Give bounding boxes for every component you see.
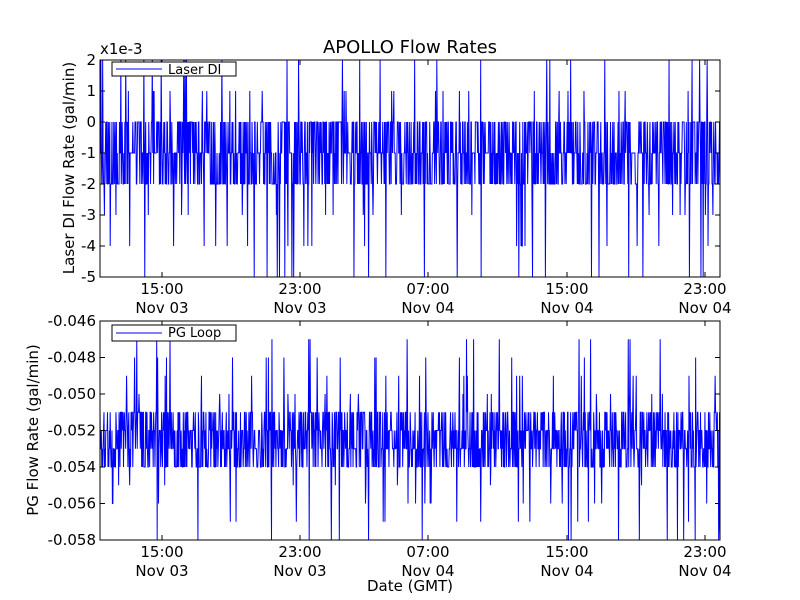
x-tick-date-label: Nov 04 [401,299,454,317]
y-tick-label: 0 [86,113,96,131]
x-tick-time-label: 23:00 [278,543,321,561]
y-tick-label: -0.056 [48,495,96,513]
x-tick-date-label: Nov 03 [273,562,326,580]
y-tick-label: -5 [81,268,96,286]
x-axis-label: Date (GMT) [367,577,453,595]
x-tick-date-label: Nov 04 [678,562,731,580]
y-tick-label: -0.054 [48,458,96,476]
x-tick-date-label: Nov 03 [135,562,188,580]
x-tick-time-label: 23:00 [278,280,321,298]
y-tick-label: -2 [81,175,96,193]
y-tick-label: 2 [86,51,96,69]
legend-box [111,61,237,77]
x-tick-time-label: 15:00 [545,543,588,561]
laser-di-series [99,59,721,278]
x-tick-time-label: 07:00 [406,543,449,561]
y-tick-label: -0.046 [48,312,96,330]
pg-loop-series [99,339,721,541]
x-tick-date-label: Nov 04 [401,562,454,580]
laser-di-line [99,59,721,278]
y-tick-label: 1 [86,82,96,100]
pg-loop-panel: -0.046 -0.048 -0.050 -0.052 -0.054 -0.056 -0.0… [24,312,732,595]
laser-di-y-axis-label: Laser DI Flow Rate (gal/min) [60,62,78,274]
pg-loop-y-ticks: -0.046 -0.048 -0.050 -0.052 -0.054 -0.056 -0.0… [48,312,720,549]
y-tick-label: -0.050 [48,385,96,403]
y-tick-label: -0.052 [48,422,96,440]
x-tick-time-label: 23:00 [683,280,726,298]
x-tick-date-label: Nov 04 [540,299,593,317]
x-tick-time-label: 15:00 [140,543,183,561]
legend-box [111,324,237,342]
y-tick-label: -0.048 [48,349,96,367]
x-tick-date-label: Nov 04 [540,562,593,580]
pg-loop-line [99,339,721,541]
laser-di-y-ticks: 2 1 0 -1 -2 -3 -4 -5 [81,51,720,286]
chart-title: APOLLO Flow Rates [323,37,497,58]
pg-loop-y-axis-label: PG Flow Rate (gal/min) [24,344,42,516]
x-tick-time-label: 15:00 [140,280,183,298]
y-tick-label: -1 [81,144,96,162]
x-tick-date-label: Nov 03 [135,299,188,317]
laser-di-legend: Laser DI [111,61,237,78]
x-tick-time-label: 07:00 [406,280,449,298]
x-tick-time-label: 15:00 [545,280,588,298]
y-tick-label: -0.058 [48,531,96,549]
x-tick-date-label: Nov 03 [273,299,326,317]
legend-entry-pg-loop: PG Loop [168,326,221,341]
laser-di-axes-frame [99,59,721,278]
pg-loop-legend: PG Loop [111,324,237,342]
y-offset-label: x1e-3 [100,40,143,58]
y-tick-label: -3 [81,206,96,224]
x-tick-date-label: Nov 04 [678,299,731,317]
legend-entry-laser-di: Laser DI [168,63,221,78]
x-tick-time-label: 23:00 [683,543,726,561]
y-tick-label: -4 [81,237,96,255]
